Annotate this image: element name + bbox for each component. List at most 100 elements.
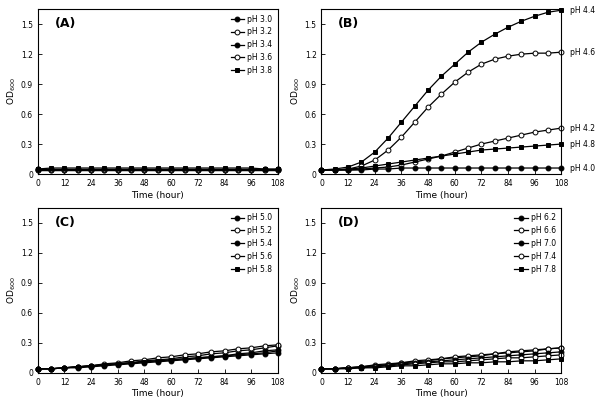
pH 3.8 [248,166,255,170]
pH 3.0 [208,168,215,173]
pH 6.2 [331,366,338,371]
pH 3.4 [274,166,281,171]
pH 3.6 [261,166,268,171]
pH 5.8 [261,350,268,355]
pH 4.8 [451,152,458,156]
pH 4.8 [478,147,485,152]
pH 7.4 [425,360,432,365]
pH 4.2 [385,164,392,169]
pH 5.2 [101,362,108,367]
pH 4.2 [358,166,365,171]
pH 4.6 [411,120,418,124]
pH 5.8 [141,360,148,364]
pH 5.6 [274,343,281,347]
pH 7.4 [505,356,512,360]
pH 5.0 [154,360,161,364]
pH 6.2 [518,349,525,354]
pH 4.8 [371,164,379,168]
pH 3.0 [101,168,108,173]
pH 4.6 [398,135,405,139]
Legend: pH 6.2, pH 6.6, pH 7.0, pH 7.4, pH 7.8: pH 6.2, pH 6.6, pH 7.0, pH 7.4, pH 7.8 [511,210,559,277]
pH 3.0 [234,168,241,173]
pH 4.4 [478,40,485,44]
pH 7.8 [344,366,352,371]
pH 5.2 [128,360,135,365]
pH 5.6 [261,343,268,348]
pH 7.4 [531,354,538,359]
pH 5.2 [114,362,121,366]
pH 5.2 [47,366,55,371]
pH 3.4 [47,166,55,171]
pH 3.8 [114,166,121,170]
pH 7.0 [411,360,418,365]
pH 4.0 [518,166,525,170]
pH 3.6 [128,166,135,171]
pH 4.4 [344,164,352,169]
pH 3.2 [61,168,68,173]
pH 7.4 [464,358,472,363]
pH 7.4 [371,364,379,369]
pH 5.0 [101,363,108,368]
pH 4.4 [398,120,405,124]
pH 4.2 [371,166,379,170]
pH 5.4 [128,360,135,365]
pH 4.0 [545,166,552,170]
pH 7.4 [358,365,365,370]
pH 6.6 [358,364,365,369]
pH 3.2 [221,168,228,173]
pH 4.8 [425,156,432,160]
pH 4.0 [411,166,418,170]
pH 5.8 [128,360,135,365]
pH 5.0 [234,354,241,358]
pH 3.4 [114,166,121,171]
Text: pH 4.0: pH 4.0 [571,164,596,173]
pH 6.2 [558,345,565,350]
pH 6.2 [451,356,458,360]
pH 5.0 [34,366,41,371]
pH 4.6 [451,80,458,84]
pH 4.2 [558,126,565,130]
pH 5.2 [234,348,241,353]
pH 6.2 [344,365,352,370]
pH 3.6 [194,166,202,171]
pH 4.6 [545,51,552,56]
Line: pH 3.8: pH 3.8 [35,166,280,171]
Y-axis label: OD$_{600}$: OD$_{600}$ [289,78,302,105]
pH 6.2 [545,346,552,351]
pH 5.0 [167,358,175,363]
pH 7.0 [438,358,445,363]
pH 3.8 [234,166,241,170]
pH 5.0 [181,358,188,362]
pH 6.6 [451,354,458,359]
pH 3.2 [248,168,255,173]
pH 3.2 [154,168,161,173]
pH 4.4 [518,19,525,23]
pH 5.4 [34,366,41,371]
pH 7.0 [358,364,365,369]
pH 3.0 [74,168,82,173]
Text: pH 4.6: pH 4.6 [571,48,596,57]
pH 4.0 [371,166,379,171]
pH 4.2 [518,133,525,137]
pH 3.0 [167,168,175,173]
pH 3.0 [194,168,202,173]
pH 3.8 [154,166,161,170]
pH 3.8 [274,166,281,171]
pH 7.8 [371,365,379,370]
pH 7.8 [464,360,472,365]
pH 6.2 [358,364,365,369]
pH 5.4 [274,347,281,352]
pH 6.2 [371,363,379,368]
pH 4.8 [505,145,512,150]
Y-axis label: OD$_{600}$: OD$_{600}$ [5,276,18,304]
pH 3.6 [154,166,161,171]
pH 5.8 [114,362,121,366]
Line: pH 5.0: pH 5.0 [35,350,280,371]
pH 3.2 [194,168,202,173]
Line: pH 5.8: pH 5.8 [35,348,280,371]
pH 5.4 [208,354,215,359]
pH 5.6 [74,364,82,369]
pH 7.8 [331,366,338,371]
Line: pH 5.2: pH 5.2 [35,343,280,371]
Line: pH 4.4: pH 4.4 [319,8,564,173]
